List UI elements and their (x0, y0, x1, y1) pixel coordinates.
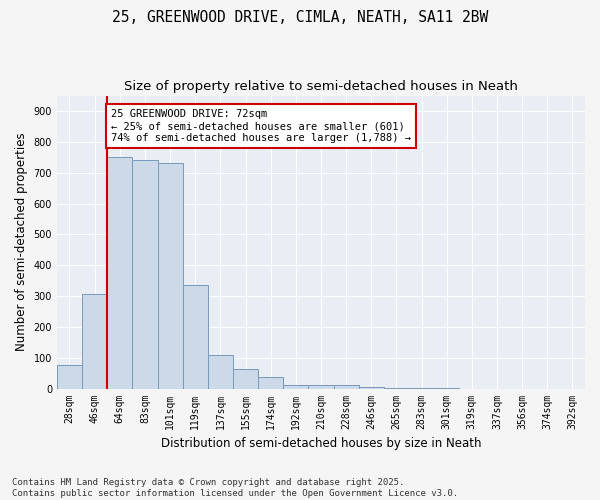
Bar (233, 368, 258, 388)
Text: 25, GREENWOOD DRIVE, CIMLA, NEATH, SA11 2BW: 25, GREENWOOD DRIVE, CIMLA, NEATH, SA11 … (112, 10, 488, 25)
Bar (133, 160, 158, 388)
Bar (182, 285, 208, 389)
Bar (82, 294, 107, 388)
Text: Contains HM Land Registry data © Crown copyright and database right 2025.
Contai: Contains HM Land Registry data © Crown c… (12, 478, 458, 498)
Bar (283, 385, 308, 388)
Y-axis label: Number of semi-detached properties: Number of semi-detached properties (15, 132, 28, 352)
Bar (57, 366, 82, 388)
Bar (208, 355, 233, 388)
Text: 25 GREENWOOD DRIVE: 72sqm
← 25% of semi-detached houses are smaller (601)
74% of: 25 GREENWOOD DRIVE: 72sqm ← 25% of semi-… (111, 110, 411, 142)
Bar (258, 377, 283, 388)
Bar (359, 387, 384, 388)
Title: Size of property relative to semi-detached houses in Neath: Size of property relative to semi-detach… (124, 80, 518, 93)
Bar (107, 157, 133, 388)
Bar (334, 386, 359, 388)
X-axis label: Distribution of semi-detached houses by size in Neath: Distribution of semi-detached houses by … (161, 437, 481, 450)
Bar (308, 386, 334, 388)
Bar (158, 164, 182, 388)
